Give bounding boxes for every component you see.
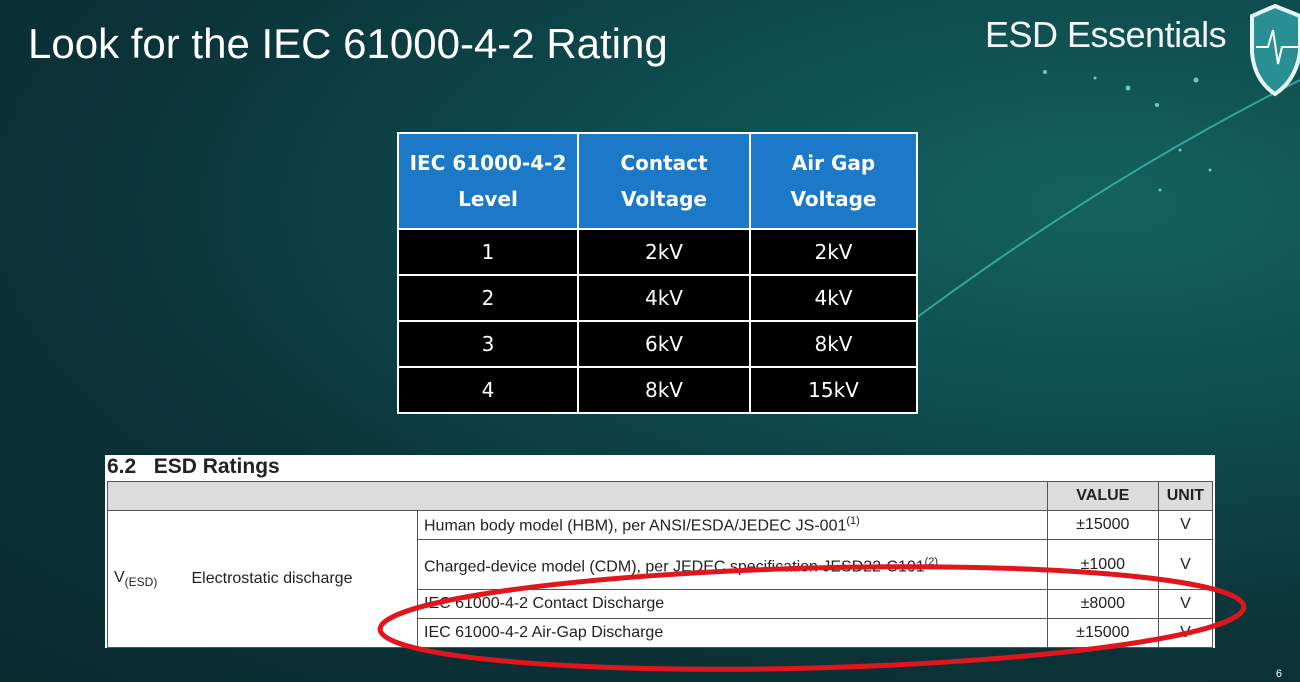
value-cell: ±15000 — [1046, 510, 1159, 540]
table-header-row: VALUE UNIT — [107, 481, 1214, 511]
header-value: VALUE — [1046, 481, 1159, 511]
slide-title: Look for the IEC 61000-4-2 Rating — [28, 20, 668, 67]
section-title: 6.2 ESD Ratings — [107, 455, 280, 478]
esd-ratings-datasheet-excerpt: 6.2 ESD Ratings VALUE UNIT V(ESD) Electr… — [105, 455, 1215, 648]
cell-contact: 2kV — [577, 228, 751, 276]
header-text: Air Gap — [791, 151, 876, 175]
table-row: V(ESD) Electrostatic discharge Human bod… — [107, 510, 1214, 648]
cell-level: 2 — [397, 274, 579, 322]
footnote-ref: (1) — [846, 514, 860, 527]
unit-cell: V — [1157, 510, 1214, 540]
symbol-cell: V(ESD) — [107, 510, 186, 648]
cell-air-gap: 2kV — [749, 228, 918, 276]
table-row: 3 6kV 8kV — [397, 320, 918, 368]
symbol: V — [114, 568, 125, 586]
header-blank — [107, 481, 1048, 511]
cell-air-gap: 4kV — [749, 274, 918, 322]
value-cell: ±8000 — [1046, 589, 1159, 619]
esd-ratings-table: VALUE UNIT V(ESD) Electrostatic discharg… — [107, 481, 1214, 648]
table-row: 2 4kV 4kV — [397, 274, 918, 322]
page-number: 6 — [1275, 668, 1282, 680]
desc-cell: Human body model (HBM), per ANSI/ESDA/JE… — [417, 510, 1048, 540]
unit-cell: V — [1157, 589, 1214, 619]
cell-contact: 4kV — [577, 274, 751, 322]
desc-text: Charged-device model (CDM), per JEDEC sp… — [424, 558, 925, 576]
symbol-subscript: (ESD) — [124, 575, 158, 590]
desc-cell: IEC 61000-4-2 Air-Gap Discharge — [417, 618, 1048, 648]
desc-text: Human body model (HBM), per ANSI/ESDA/JE… — [424, 517, 847, 535]
header-unit: UNIT — [1157, 481, 1214, 511]
value-cell: ±1000 — [1046, 539, 1159, 590]
header-text: Contact — [620, 151, 708, 175]
unit-cell: V — [1157, 539, 1214, 590]
cell-contact: 8kV — [577, 366, 751, 414]
table-row: 4 8kV 15kV — [397, 366, 918, 414]
cell-contact: 6kV — [577, 320, 751, 368]
cell-level: 3 — [397, 320, 579, 368]
table-row: 1 2kV 2kV — [397, 228, 918, 276]
cell-level: 1 — [397, 228, 579, 276]
cell-air-gap: 15kV — [749, 366, 918, 414]
header-level: IEC 61000-4-2 Level — [397, 132, 579, 230]
header-contact-voltage: Contact Voltage — [577, 132, 751, 230]
header-text: Voltage — [790, 187, 877, 211]
brand-name: ESD Essentials — [985, 14, 1227, 55]
value-cell: ±15000 — [1046, 618, 1159, 648]
header-text: IEC 61000-4-2 — [409, 151, 567, 175]
table-header-row: IEC 61000-4-2 Level Contact Voltage Air Ga… — [397, 132, 918, 230]
parameter-cell: Electrostatic discharge — [185, 510, 418, 648]
cell-level: 4 — [397, 366, 579, 414]
shield-heartbeat-icon — [1250, 3, 1300, 97]
iec-level-table: IEC 61000-4-2 Level Contact Voltage Air Ga… — [397, 132, 918, 414]
unit-cell: V — [1157, 618, 1214, 648]
footnote-ref: (2) — [924, 555, 939, 568]
desc-cell: Charged-device model (CDM), per JEDEC sp… — [417, 539, 1048, 590]
header-air-gap-voltage: Air Gap Voltage — [749, 132, 918, 230]
header-text: Voltage — [621, 187, 707, 211]
header-text: Level — [458, 187, 518, 211]
cell-air-gap: 8kV — [749, 320, 918, 368]
desc-cell: IEC 61000-4-2 Contact Discharge — [417, 589, 1048, 619]
